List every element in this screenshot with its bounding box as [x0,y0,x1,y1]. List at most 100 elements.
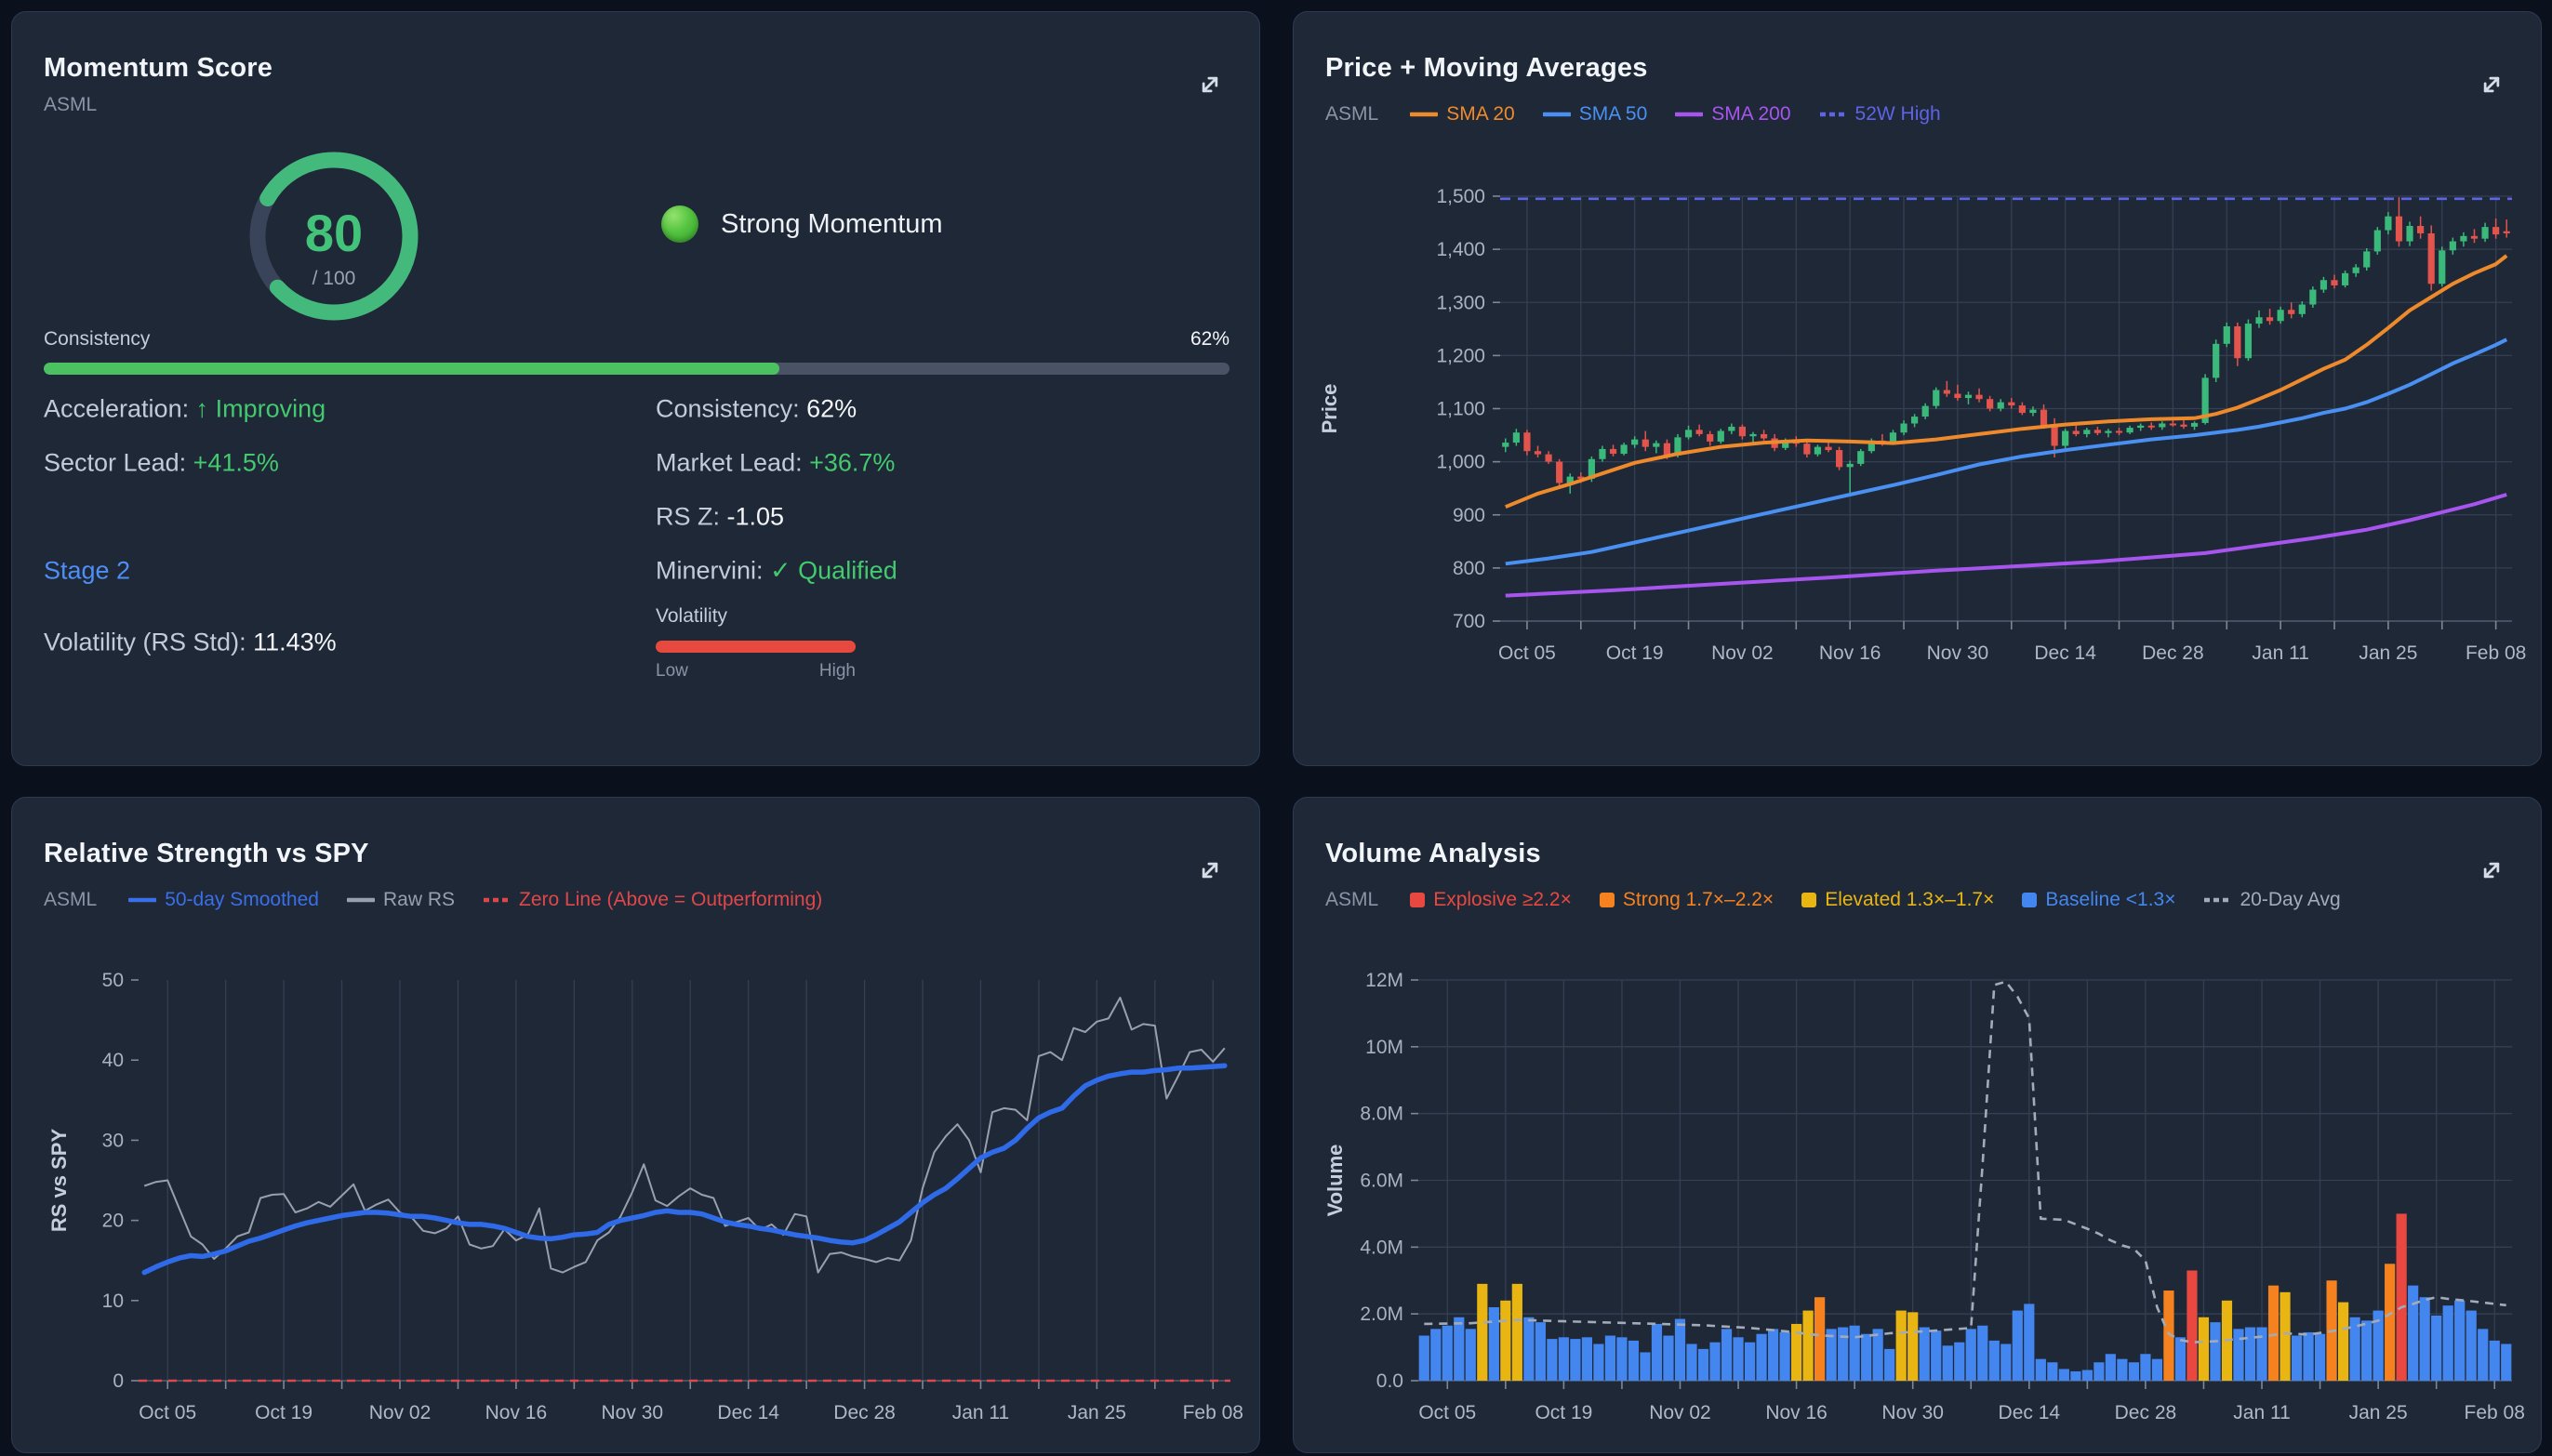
legend-label: 50-day Smoothed [165,889,319,910]
expand-icon[interactable] [1194,70,1226,101]
consistency-value: 62% [1190,328,1229,350]
svg-text:Feb 08: Feb 08 [1183,1402,1243,1423]
legend-swatch-icon [1410,112,1439,117]
consistency-row: Consistency 62% [44,328,1229,351]
legend-swatch-icon [128,897,157,903]
volatility-meter-bar [656,641,856,653]
svg-text:Oct 05: Oct 05 [139,1402,196,1423]
consistency-progressbar [44,363,1229,375]
stat-62-: Consistency: 62% [656,394,857,423]
score-value: 80 [304,204,364,262]
svg-text:Nov 02: Nov 02 [1711,642,1774,664]
legend-swatch-icon [2204,897,2231,903]
legend-item[interactable]: Explosive ≥2.2× [1410,889,1572,911]
svg-text:1,300: 1,300 [1436,292,1485,313]
legend-item[interactable]: 20-Day Avg [2203,889,2341,911]
stat-stage-2: Stage 2 [44,556,131,585]
legend-item[interactable]: Elevated 1.3×–1.7× [1801,889,1994,911]
legend-item[interactable]: SMA 20 [1410,103,1515,126]
momentum-status: Strong Momentum [661,205,943,243]
panel-volume-analysis: Volume Analysis ASML Explosive ≥2.2× Stron… [1293,797,2542,1453]
legend-label: 20-Day Avg [2240,889,2341,910]
rs-legend: ASML 50-day Smoothed Raw RS Zero Line (Abov… [44,889,822,911]
panel-relative-strength: Relative Strength vs SPY ASML 50-day Smoo… [11,797,1260,1453]
volatility-meter-scale: Low High [656,661,856,682]
svg-text:1,200: 1,200 [1436,345,1485,366]
legend-swatch-icon [1542,112,1571,117]
expand-icon[interactable] [2476,70,2507,101]
svg-text:Jan 11: Jan 11 [952,1402,1010,1423]
symbol-label: ASML [1325,889,1379,910]
legend-swatch-icon [484,897,510,903]
svg-text:2.0M: 2.0M [1360,1304,1403,1325]
svg-text:900: 900 [1453,505,1485,526]
legend-label: Zero Line (Above = Outperforming) [519,889,823,910]
svg-text:Jan 25: Jan 25 [1068,1402,1126,1423]
expand-icon[interactable] [2476,855,2507,887]
stat-11-43-: Volatility (RS Std): 11.43% [44,628,337,656]
svg-text:Feb 08: Feb 08 [2466,642,2526,664]
svg-text:Dec 28: Dec 28 [2142,642,2204,664]
panel-price-moving-averages: Price + Moving Averages ASML SMA 20 SMA 50… [1293,11,2542,766]
stat--36-7-: Market Lead: +36.7% [656,448,896,477]
svg-text:0: 0 [113,1370,124,1392]
price-legend: ASML SMA 20 SMA 50 SMA 200 52W High [1325,103,1941,126]
svg-text:Price: Price [1318,384,1341,434]
svg-text:12M: 12M [1365,970,1403,991]
relative-strength-chart: 0 10 20 30 40 50 Oct 05 Oct 19 Nov 02 Nov 16 Nov 3… [47,970,1243,1423]
volatility-high-label: High [818,661,856,681]
svg-text:Feb 08: Feb 08 [2465,1402,2525,1423]
legend-item[interactable]: SMA 50 [1542,103,1647,126]
legend-label: SMA 20 [1446,103,1515,125]
svg-text:Jan 25: Jan 25 [2349,1402,2408,1423]
svg-text:Nov 30: Nov 30 [1881,1402,1944,1423]
volatility-meter-label: Volatility [656,605,728,627]
legend-swatch-icon [1675,112,1704,117]
svg-text:0.0: 0.0 [1376,1370,1403,1392]
svg-text:800: 800 [1453,558,1485,579]
legend-label: Explosive ≥2.2× [1433,889,1572,910]
panel-title: Price + Moving Averages [1325,53,1648,83]
legend-swatch-icon [1410,893,1426,907]
legend-label: Raw RS [382,889,455,910]
legend-item[interactable]: 52W High [1819,103,1941,126]
svg-text:Oct 19: Oct 19 [1535,1402,1592,1423]
svg-text:10: 10 [102,1291,124,1312]
stat--qualified: Minervini: ✓ Qualified [656,556,897,585]
legend-item[interactable]: Strong 1.7×–2.2× [1599,889,1774,911]
legend-item[interactable]: Zero Line (Above = Outperforming) [483,889,822,911]
legend-item[interactable]: Raw RS [346,889,455,911]
expand-icon[interactable] [1194,855,1226,887]
svg-text:40: 40 [102,1050,124,1071]
legend-swatch-icon [2022,893,2038,907]
legend-item[interactable]: SMA 200 [1675,103,1791,126]
symbol-label: ASML [44,889,98,910]
legend-item[interactable]: Baseline <1.3× [2022,889,2175,911]
panel-title: Volume Analysis [1325,839,1541,868]
svg-text:1,500: 1,500 [1436,186,1485,207]
svg-text:Oct 19: Oct 19 [255,1402,312,1423]
score-gauge [249,152,419,321]
svg-text:50: 50 [102,970,124,991]
consistency-progress-fill [44,363,779,375]
svg-text:8.0M: 8.0M [1360,1104,1403,1125]
legend-label: Elevated 1.3×–1.7× [1825,889,1995,910]
legend-label: Baseline <1.3× [2045,889,2176,910]
svg-text:Nov 30: Nov 30 [1927,642,1989,664]
svg-text:30: 30 [102,1130,124,1151]
svg-text:Dec 14: Dec 14 [2034,642,2096,664]
svg-text:Dec 14: Dec 14 [1999,1402,2061,1423]
legend-swatch-icon [1819,112,1846,117]
svg-text:Nov 16: Nov 16 [1819,642,1881,664]
legend-label: 52W High [1854,103,1941,125]
status-dot-icon [661,205,698,243]
svg-text:1,400: 1,400 [1436,239,1485,260]
legend-swatch-icon [1801,893,1817,907]
legend-item[interactable]: 50-day Smoothed [128,889,319,911]
svg-text:Dec 14: Dec 14 [717,1402,779,1423]
svg-text:Jan 11: Jan 11 [2252,642,2309,664]
legend-label: SMA 200 [1711,103,1791,125]
svg-text:Jan 25: Jan 25 [2359,642,2417,664]
panel-title: Relative Strength vs SPY [44,839,369,868]
svg-text:Oct 05: Oct 05 [1498,642,1556,664]
